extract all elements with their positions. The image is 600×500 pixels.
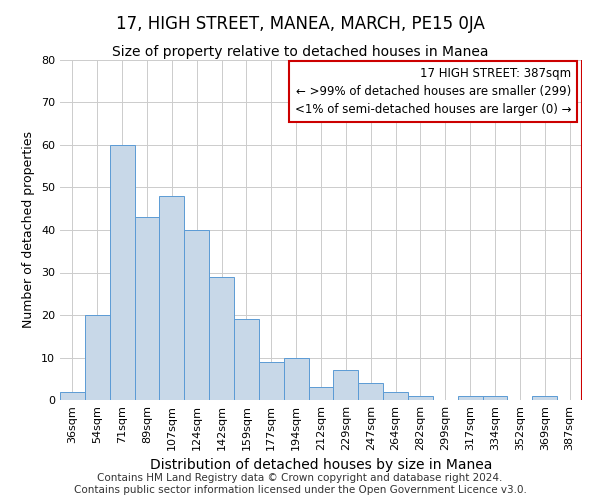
- Bar: [284, 358, 308, 400]
- Bar: [209, 276, 234, 400]
- Text: 17, HIGH STREET, MANEA, MARCH, PE15 0JA: 17, HIGH STREET, MANEA, MARCH, PE15 0JA: [116, 15, 484, 33]
- Bar: [134, 217, 160, 400]
- Bar: [110, 145, 134, 400]
- Y-axis label: Number of detached properties: Number of detached properties: [22, 132, 35, 328]
- Bar: [85, 315, 110, 400]
- Bar: [160, 196, 184, 400]
- Bar: [458, 396, 482, 400]
- Bar: [184, 230, 209, 400]
- Bar: [482, 396, 508, 400]
- Bar: [334, 370, 358, 400]
- Bar: [408, 396, 433, 400]
- Bar: [234, 320, 259, 400]
- Bar: [308, 387, 334, 400]
- Bar: [532, 396, 557, 400]
- Bar: [358, 383, 383, 400]
- Bar: [383, 392, 408, 400]
- Text: Contains HM Land Registry data © Crown copyright and database right 2024.
Contai: Contains HM Land Registry data © Crown c…: [74, 474, 526, 495]
- Text: Size of property relative to detached houses in Manea: Size of property relative to detached ho…: [112, 45, 488, 59]
- Bar: [259, 362, 284, 400]
- X-axis label: Distribution of detached houses by size in Manea: Distribution of detached houses by size …: [150, 458, 492, 472]
- Bar: [60, 392, 85, 400]
- Text: 17 HIGH STREET: 387sqm
← >99% of detached houses are smaller (299)
<1% of semi-d: 17 HIGH STREET: 387sqm ← >99% of detache…: [295, 67, 572, 116]
